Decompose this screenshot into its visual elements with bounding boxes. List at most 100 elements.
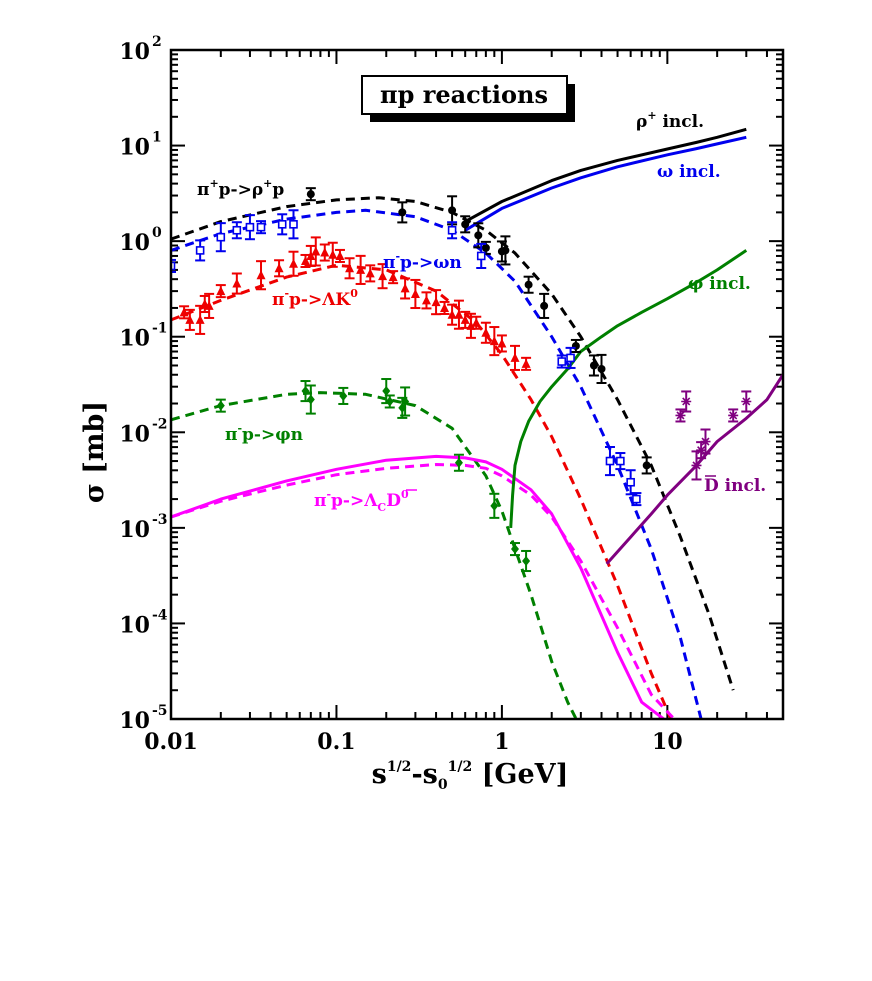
y-tick-label: 10 (119, 230, 150, 256)
data-point-2-26 (447, 303, 458, 326)
data-point-1-13 (615, 452, 626, 471)
x-label-sup1: 1/2 (387, 759, 412, 775)
data-point-0-7 (500, 235, 511, 266)
y-axis-label: σ [mb] (79, 401, 110, 503)
annotation-dbar-incl: D incl. (704, 476, 766, 496)
annotation-part: p->ρ (219, 180, 264, 200)
data-point-4-1 (681, 390, 692, 413)
data-point-2-34 (510, 344, 521, 371)
curve-2 (171, 263, 673, 719)
annotation-rho-incl: ρ+ incl. (636, 109, 704, 132)
data-point-4-0 (675, 408, 686, 423)
data-point-2-4 (204, 292, 215, 319)
y-tick-base: 10 (119, 421, 150, 447)
data-point-2-13 (319, 243, 330, 262)
y-tick-exponent: 0 (152, 225, 162, 241)
curve-annotations: ρ+ incl.ω incl.φ incl.D incl.π+p->ρ+pπ-p… (197, 109, 766, 514)
annotation-part: p->φn (242, 425, 303, 445)
data-point-3-11 (521, 549, 532, 573)
data-point-0-2 (447, 195, 458, 226)
y-tick-base: 10 (119, 517, 150, 543)
y-tick-label: 10 (119, 612, 150, 638)
data-point-1-14 (625, 469, 636, 496)
annotation-rho-excl: π+p->ρ+p (197, 177, 284, 200)
data-point-2-25 (439, 300, 450, 315)
annotation-omega-excl: π-p->ωn (383, 250, 462, 273)
annotation-part: 0 (401, 488, 409, 501)
plot-background (171, 50, 783, 719)
data-point-1-9 (476, 242, 487, 269)
data-point-0-1 (397, 201, 408, 224)
data-point-2-29 (465, 312, 476, 339)
annotation-part: π (197, 180, 209, 200)
curve-3 (171, 391, 578, 719)
data-point-4-6 (741, 390, 752, 413)
data-point-3-10 (510, 542, 521, 557)
data-point-2-8 (274, 259, 285, 278)
annotation-part: C (377, 501, 386, 514)
annotation-part: π (383, 253, 395, 273)
x-axis-label: s1/2-s01/2 [GeV] (372, 759, 569, 793)
y-tick-label: 10 (119, 39, 150, 65)
x-label-mid: -s (411, 759, 437, 790)
x-label-unit: [GeV] (472, 759, 568, 790)
data-point-3-9 (489, 492, 500, 519)
y-tick-base: 10 (119, 708, 150, 734)
x-label-sub: 0 (438, 777, 448, 793)
data-point-1-0 (171, 258, 176, 273)
data-point-0-9 (539, 292, 550, 319)
y-tick-exponent: -4 (152, 607, 168, 623)
x-label-sup2: 1/2 (448, 759, 473, 775)
data-point-4-4 (700, 428, 711, 455)
data-point-2-24 (431, 289, 442, 316)
curve-1 (171, 208, 703, 719)
data-point-3-2 (305, 384, 316, 415)
data-point-2-27 (453, 299, 464, 330)
curve-4 (171, 463, 676, 719)
data-point-2-35 (521, 356, 532, 371)
data-point-0-13 (641, 456, 652, 475)
data-point-0-8 (523, 275, 534, 294)
data-point-2-1 (184, 308, 195, 331)
y-tick-exponent: 2 (152, 34, 162, 50)
annotation-phi-excl: π-p->φn (225, 422, 303, 445)
y-tick-base: 10 (119, 326, 150, 352)
x-tick-label: 0.1 (317, 729, 355, 755)
data-point-2-16 (344, 257, 355, 280)
y-tick-exponent: -3 (152, 512, 168, 528)
annotation-part: p->ΛK (289, 290, 351, 310)
annotation-part: - (395, 250, 400, 263)
data-point-1-1 (195, 239, 206, 262)
data-point-1-12 (604, 446, 615, 477)
annotation-part: + (263, 177, 272, 190)
y-tick-label: 10 (119, 135, 150, 161)
data-points (171, 187, 752, 573)
y-tick-exponent: -2 (152, 416, 168, 432)
annotation-part: D incl. (704, 476, 766, 496)
title-box (361, 75, 568, 115)
data-point-2-30 (471, 315, 482, 330)
y-tick-label: 10 (119, 517, 150, 543)
data-point-0-3 (460, 215, 471, 234)
x-tick-label: 0.01 (144, 729, 198, 755)
y-tick-base: 10 (119, 230, 150, 256)
annotation-part: 0 (350, 287, 358, 300)
data-point-1-4 (244, 214, 255, 241)
y-tick-exponent: -5 (152, 703, 168, 719)
data-point-3-4 (381, 378, 392, 405)
annotation-part: ρ (636, 112, 647, 132)
data-point-3-3 (338, 386, 349, 405)
data-point-2-18 (365, 264, 376, 283)
data-point-2-23 (421, 291, 432, 310)
annotation-part: D (386, 491, 401, 511)
data-point-3-8 (453, 453, 464, 472)
annotation-part: + (647, 109, 656, 122)
data-point-1-2 (215, 222, 226, 253)
annotation-phi-incl: φ incl. (688, 274, 751, 294)
annotation-part: φ incl. (688, 274, 751, 294)
y-tick-label: 10 (119, 708, 150, 734)
data-point-2-12 (310, 236, 321, 267)
data-point-1-8 (447, 221, 458, 240)
